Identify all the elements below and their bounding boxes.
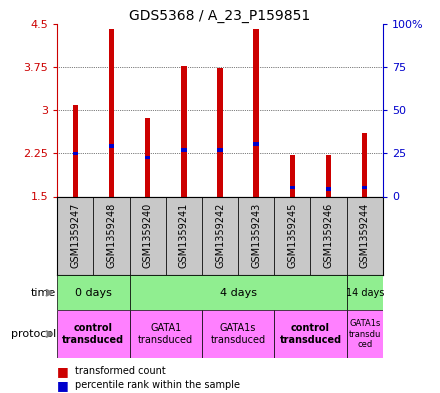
Text: GATA1s
transduced: GATA1s transduced [210,323,266,345]
Bar [347,275,383,310]
Bar [166,196,202,275]
Bar [311,196,347,275]
Text: ■: ■ [57,378,69,392]
Text: 0 days: 0 days [75,288,112,298]
Bar [217,148,223,152]
Text: time: time [31,288,56,298]
Text: transformed count: transformed count [75,366,165,376]
Bar [129,310,202,358]
Bar [347,310,383,358]
Bar [109,144,114,147]
Text: 14 days: 14 days [345,288,384,298]
Text: GATA1s
transdu
ced: GATA1s transdu ced [348,319,381,349]
Bar [145,118,150,196]
Text: protocol: protocol [11,329,56,339]
Text: control
transduced: control transduced [279,323,341,345]
Bar [362,133,367,196]
Text: GSM1359245: GSM1359245 [287,203,297,268]
Bar [129,275,347,310]
Text: GSM1359244: GSM1359244 [360,203,370,268]
Bar [181,66,187,196]
Text: GSM1359247: GSM1359247 [70,203,80,268]
Text: GSM1359243: GSM1359243 [251,203,261,268]
Bar [326,187,331,191]
Text: GSM1359248: GSM1359248 [106,203,117,268]
Bar [326,155,331,196]
Text: control
transduced: control transduced [62,323,125,345]
Bar [217,68,223,196]
Text: GATA1
transduced: GATA1 transduced [138,323,193,345]
Bar [202,310,274,358]
Bar [290,155,295,196]
Bar [73,152,78,155]
Bar [274,310,347,358]
Bar [145,156,150,159]
Bar [290,185,295,189]
Bar [73,105,78,196]
Text: 4 days: 4 days [220,288,257,298]
Bar [362,185,367,189]
Title: GDS5368 / A_23_P159851: GDS5368 / A_23_P159851 [129,9,311,22]
Text: GSM1359246: GSM1359246 [323,203,334,268]
Bar [129,196,166,275]
Bar [253,29,259,196]
Bar [57,310,129,358]
Bar [238,196,274,275]
Bar [93,196,129,275]
Text: ■: ■ [57,365,69,378]
Bar [202,196,238,275]
Bar [109,29,114,196]
Bar [181,148,187,152]
Text: GSM1359241: GSM1359241 [179,203,189,268]
Bar [274,196,311,275]
Bar [347,196,383,275]
Bar [57,275,129,310]
Text: GSM1359242: GSM1359242 [215,203,225,268]
Bar [57,196,93,275]
Text: percentile rank within the sample: percentile rank within the sample [75,380,240,390]
Bar [253,142,259,146]
Text: GSM1359240: GSM1359240 [143,203,153,268]
